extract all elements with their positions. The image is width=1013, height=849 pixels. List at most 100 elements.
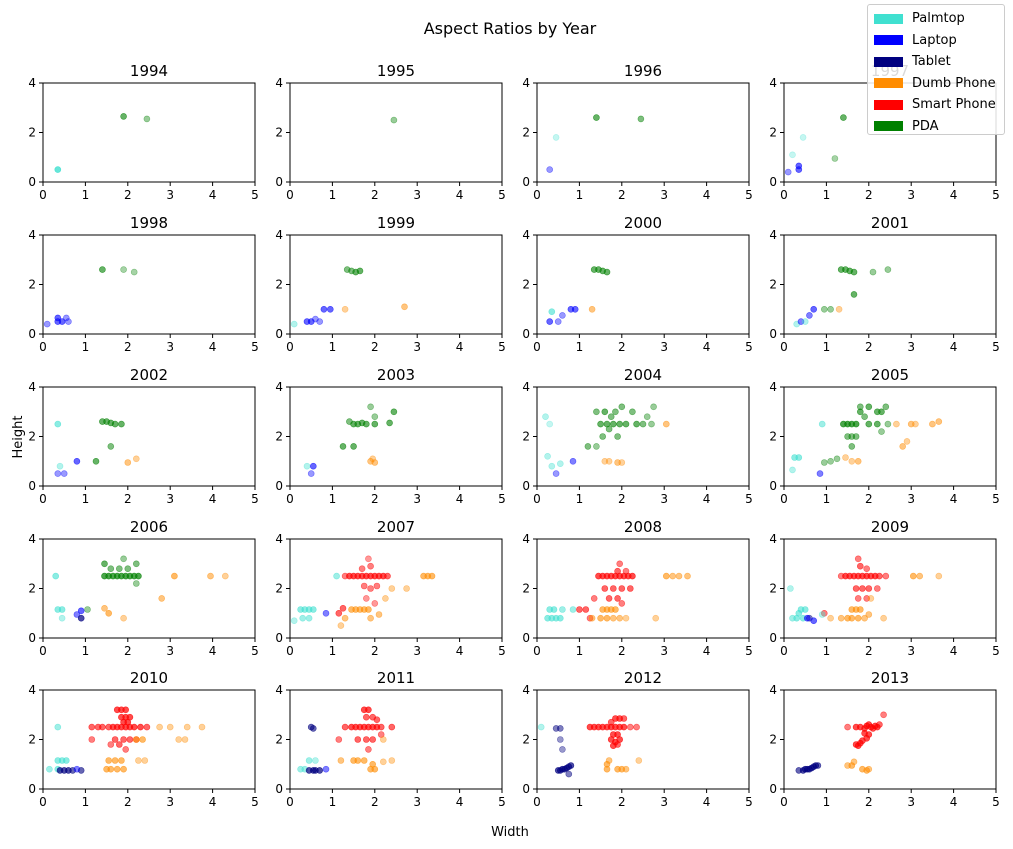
legend-label: Smart Phone — [912, 97, 996, 113]
point-laptop — [60, 470, 68, 477]
point-dumb-phone — [935, 572, 943, 580]
y-tick-label: 4 — [275, 76, 283, 90]
subplot-title: 2004 — [624, 366, 662, 384]
y-tick-label: 2 — [28, 733, 36, 747]
point-laptop — [569, 457, 577, 465]
x-tick-label: 3 — [413, 644, 421, 658]
point-smart-phone — [360, 582, 368, 590]
point-palmtop — [789, 151, 796, 159]
point-smart-phone — [124, 718, 132, 726]
axes-frame — [536, 234, 750, 335]
point-pda — [120, 266, 127, 273]
subplot-2010: 0 1 2 3 4 5 0 2 4 2010 — [28, 669, 258, 809]
y-tick-label: 2 — [275, 278, 283, 292]
y-tick-label: 2 — [28, 582, 36, 596]
point-dumb-phone — [120, 765, 127, 773]
point-dumb-phone — [835, 305, 843, 313]
point-smart-phone — [384, 572, 391, 580]
legend-item-palmtop: Palmtop — [874, 8, 998, 30]
point-pda — [371, 413, 379, 421]
point-tablet — [556, 725, 564, 732]
subplot-2005: 0 1 2 3 4 5 0 2 4 2005 — [769, 366, 999, 506]
y-tick-label: 2 — [275, 430, 283, 444]
point-dumb-phone — [101, 604, 108, 612]
point-laptop — [784, 168, 792, 176]
point-smart-phone — [629, 572, 636, 580]
point-laptop — [307, 318, 315, 325]
point-smart-phone — [335, 736, 343, 743]
point-palmtop — [559, 606, 566, 613]
subplot-title: 2000 — [624, 214, 662, 232]
point-pda — [865, 420, 873, 428]
point-dumb-phone — [337, 622, 345, 629]
y-tick-label: 0 — [275, 327, 283, 341]
x-tick-label: 0 — [39, 340, 47, 354]
x-tick-label: 1 — [329, 795, 337, 809]
x-tick-label: 5 — [251, 188, 259, 202]
point-pda — [869, 268, 877, 276]
point-dumb-phone — [120, 614, 127, 622]
x-tick-label: 5 — [251, 340, 259, 354]
point-palmtop — [818, 420, 826, 428]
point-dumb-phone — [183, 723, 191, 731]
point-laptop — [43, 320, 51, 328]
point-dumb-phone — [360, 757, 368, 764]
x-tick-label: 2 — [124, 795, 132, 809]
y-tick-label: 4 — [28, 380, 36, 394]
point-pda — [599, 433, 607, 440]
point-smart-phone — [601, 585, 609, 592]
point-dumb-phone — [141, 757, 149, 764]
y-tick-label: 2 — [769, 430, 777, 444]
x-tick-label: 2 — [618, 644, 626, 658]
point-laptop — [77, 607, 85, 615]
point-pda — [107, 443, 115, 450]
point-pda — [848, 443, 856, 450]
axes-frame — [289, 82, 503, 183]
point-dumb-phone — [124, 459, 132, 466]
x-tick-label: 4 — [209, 188, 217, 202]
x-tick-label: 1 — [329, 492, 337, 506]
point-pda — [107, 565, 115, 573]
point-palmtop — [58, 606, 66, 613]
point-dumb-phone — [133, 736, 140, 743]
point-pda — [650, 403, 657, 411]
x-tick-label: 5 — [498, 188, 506, 202]
point-pda — [850, 268, 858, 276]
point-pda — [593, 408, 600, 416]
point-pda — [833, 455, 841, 463]
point-dumb-phone — [612, 606, 619, 613]
subplot-title: 2012 — [624, 669, 662, 687]
point-smart-phone — [620, 723, 628, 731]
point-laptop — [73, 611, 81, 618]
point-dumb-phone — [354, 757, 362, 764]
point-dumb-phone — [662, 572, 670, 580]
axes-frame — [536, 386, 750, 487]
point-smart-phone — [365, 555, 372, 563]
point-smart-phone — [122, 746, 129, 753]
point-dumb-phone — [367, 614, 374, 622]
point-palmtop — [552, 134, 560, 141]
x-tick-label: 4 — [950, 492, 958, 506]
point-dumb-phone — [105, 609, 112, 617]
y-tick-label: 0 — [522, 479, 530, 493]
x-tick-label: 0 — [39, 795, 47, 809]
y-tick-label: 0 — [275, 175, 283, 189]
point-dumb-phone — [371, 459, 379, 466]
x-tick-label: 2 — [618, 492, 626, 506]
y-tick-label: 2 — [769, 126, 777, 140]
point-pda — [850, 291, 858, 298]
point-tablet — [559, 746, 566, 753]
point-laptop — [546, 318, 554, 325]
x-tick-label: 0 — [533, 492, 541, 506]
point-dumb-phone — [916, 572, 924, 580]
x-tick-label: 4 — [456, 795, 464, 809]
point-pda — [120, 555, 127, 563]
point-smart-phone — [882, 572, 890, 580]
point-smart-phone — [852, 585, 860, 592]
subplot-2001: 0 1 2 3 4 5 0 2 4 2001 — [769, 214, 999, 354]
point-dumb-phone — [181, 736, 189, 743]
subplot-title: 1994 — [130, 62, 168, 80]
point-dumb-phone — [107, 765, 115, 773]
point-pda — [111, 420, 119, 428]
point-tablet — [77, 614, 85, 622]
